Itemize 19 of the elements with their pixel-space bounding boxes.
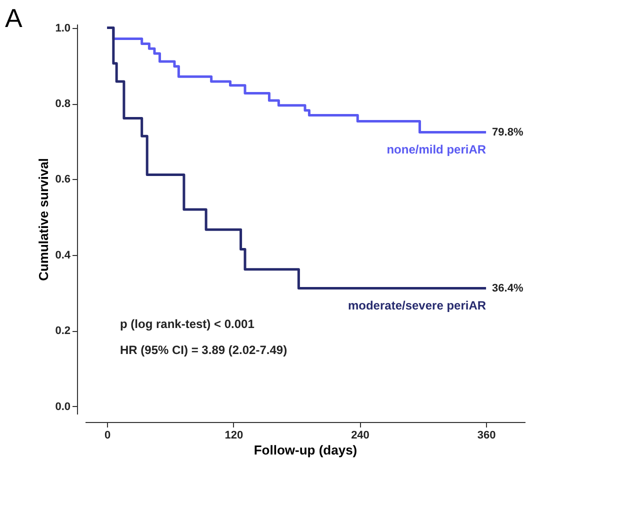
y-axis-title: Cumulative survival — [36, 158, 52, 281]
annotation: 36.4% — [492, 282, 524, 294]
series-label: none/mild periAR — [386, 142, 486, 156]
y-tick-label: 0.0 — [55, 400, 70, 413]
x-axis-title: Follow-up (days) — [254, 442, 358, 458]
y-tick-label: 0.6 — [55, 174, 70, 186]
annotation: HR (95% CI) = 3.89 (2.02-7.49) — [120, 343, 288, 357]
x-tick-label: 240 — [351, 430, 370, 442]
x-tick-label: 360 — [477, 430, 496, 442]
series-label: moderate/severe periAR — [348, 298, 486, 312]
y-tick-label: 1.0 — [55, 22, 70, 34]
annotation: 79.8% — [492, 126, 524, 138]
annotation: p (log rank-test) < 0.001 — [120, 317, 255, 331]
chart-title: A — [5, 2, 23, 33]
x-tick-label: 120 — [224, 430, 244, 442]
x-tick-label: 0 — [104, 430, 111, 442]
y-tick-label: 0.2 — [55, 325, 70, 338]
y-tick-label: 0.4 — [55, 249, 72, 262]
y-tick-label: 0.8 — [55, 98, 70, 110]
